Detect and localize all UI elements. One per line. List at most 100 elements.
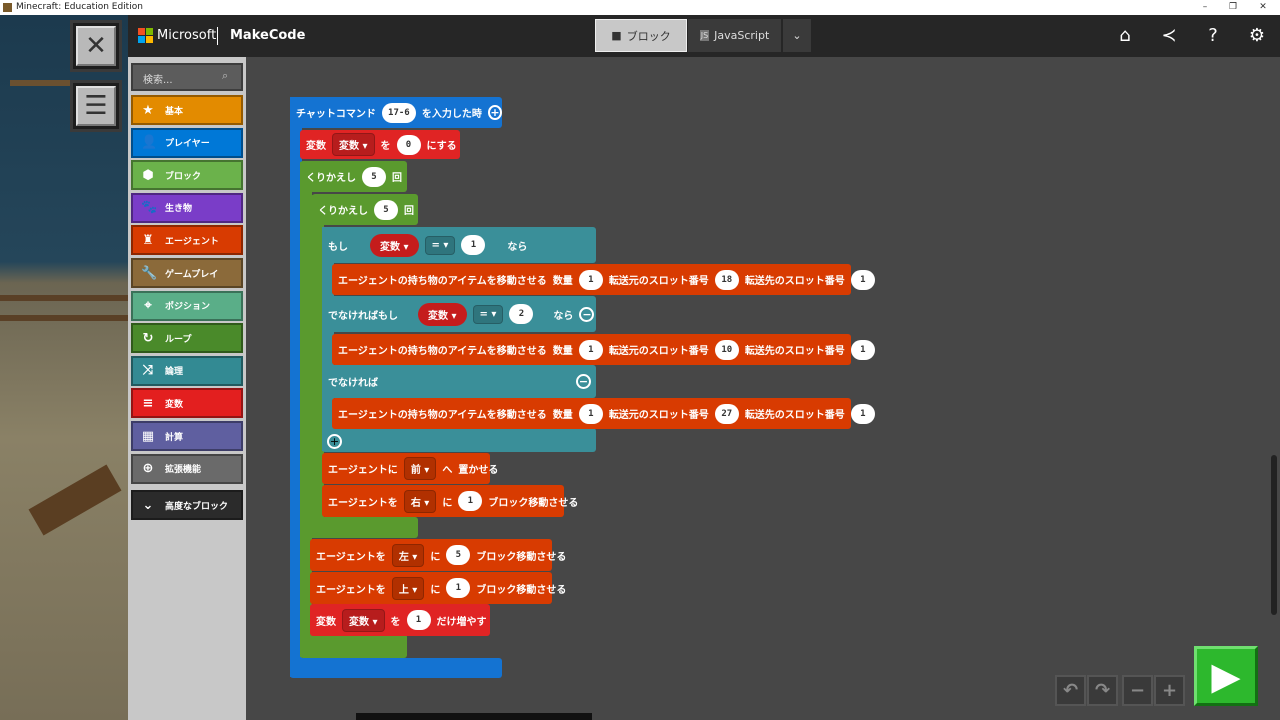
tab-javascript[interactable]: JS JavaScript xyxy=(688,19,781,52)
change-variable-block[interactable]: 変数 変数 ▾ を 1 だけ増やす xyxy=(310,604,490,636)
category-item[interactable]: ★ 基本 xyxy=(131,95,243,125)
else-row[interactable]: でなければ − xyxy=(322,365,596,398)
agent-transfer-block[interactable]: エージェントの持ち物のアイテムを移動させる 数量 1 転送元のスロット番号 10 転送先の… xyxy=(332,334,875,365)
source-slot-input[interactable]: 10 xyxy=(714,339,739,360)
direction-dropdown[interactable]: 上 ▾ xyxy=(391,576,425,600)
block-label: チャットコマンド xyxy=(296,109,376,120)
language-dropdown[interactable]: ⌄ xyxy=(783,19,811,52)
operator-dropdown[interactable]: = ▾ xyxy=(424,235,456,255)
agent-move-block[interactable]: エージェントを左 ▾ に 5 ブロック移動させる xyxy=(310,539,566,571)
category-item[interactable]: ⌖ ポジション xyxy=(131,290,243,321)
set-variable-block[interactable]: 変数 変数 ▾ を 0 にする xyxy=(300,130,460,159)
horizontal-scrollbar[interactable] xyxy=(356,713,592,720)
category-item[interactable]: ↻ ループ xyxy=(131,323,243,354)
category-item[interactable]: 👤 プレイヤー xyxy=(131,127,243,158)
block-label: エージェントに xyxy=(328,465,398,476)
workspace-scrollbar[interactable] xyxy=(1271,455,1277,615)
undo-button[interactable]: ↶ xyxy=(1055,675,1086,706)
dest-slot-input[interactable]: 1 xyxy=(850,339,875,360)
close-code-button[interactable]: ✕ xyxy=(70,20,122,72)
category-item[interactable]: ≡ 変数 xyxy=(131,388,243,419)
redo-button[interactable]: ↷ xyxy=(1087,675,1118,706)
divider xyxy=(217,27,218,45)
category-item[interactable]: ⤨ 論理 xyxy=(131,355,243,386)
category-item[interactable]: ⊕ 拡張機能 xyxy=(131,453,243,484)
value-input[interactable]: 1 xyxy=(406,610,431,630)
value-input[interactable]: 2 xyxy=(509,304,534,324)
quantity-input[interactable]: 1 xyxy=(578,403,603,424)
help-icon[interactable]: ? xyxy=(1208,25,1218,46)
agent-move-block[interactable]: エージェントを上 ▾ に 1 ブロック移動させる xyxy=(310,572,566,604)
run-button[interactable]: ▶ xyxy=(1194,646,1258,706)
source-slot-input[interactable]: 18 xyxy=(714,269,739,290)
remove-else-if-icon[interactable]: − xyxy=(579,306,595,322)
direction-dropdown[interactable]: 左 ▾ xyxy=(391,543,425,567)
home-icon[interactable]: ⌂ xyxy=(1119,25,1131,46)
command-input[interactable]: 17-6 xyxy=(381,102,416,123)
minimize-button[interactable]: – xyxy=(1202,2,1208,12)
search-icon[interactable]: ⌕ xyxy=(222,69,229,82)
agent-place-block[interactable]: エージェントに 前 ▾ へ 置かせる xyxy=(322,453,498,484)
block-label: 数量 xyxy=(552,410,573,421)
game-background xyxy=(0,15,128,720)
category-item[interactable]: ♜ エージェント xyxy=(131,225,243,256)
zoom-out-button[interactable]: − xyxy=(1122,675,1153,706)
quantity-input[interactable]: 1 xyxy=(578,339,603,360)
distance-input[interactable]: 1 xyxy=(446,578,471,598)
value-input[interactable]: 0 xyxy=(396,134,421,155)
direction-dropdown[interactable]: 前 ▾ xyxy=(403,457,437,480)
count-input[interactable]: 5 xyxy=(374,199,398,220)
category-icon: ⌖ xyxy=(144,298,152,314)
block-label: ブロック移動させる xyxy=(476,584,567,596)
chat-command-block[interactable]: チャットコマンド 17-6 を入力した時 + xyxy=(290,97,502,128)
menu-button[interactable]: ☰ xyxy=(70,80,122,132)
block-label: 転送先のスロット番号 xyxy=(744,346,845,357)
category-item[interactable]: ⌄ 高度なブロック xyxy=(131,490,243,521)
agent-transfer-block[interactable]: エージェントの持ち物のアイテムを移動させる 数量 1 転送元のスロット番号 27 転送先の… xyxy=(332,398,875,429)
variable-dropdown[interactable]: 変数 ▾ xyxy=(342,608,385,632)
category-item[interactable]: 🔧 ゲームプレイ xyxy=(131,258,243,288)
quantity-input[interactable]: 1 xyxy=(578,269,603,290)
distance-input[interactable]: 1 xyxy=(458,491,483,511)
agent-transfer-block[interactable]: エージェントの持ち物のアイテムを移動させる 数量 1 転送元のスロット番号 18 転送先の… xyxy=(332,264,875,295)
if-block[interactable]: もし 変数 ▾ = ▾ 1 なら xyxy=(322,227,596,263)
operator-dropdown[interactable]: = ▾ xyxy=(472,304,504,324)
tab-blocks[interactable]: ■ ブロック xyxy=(595,19,687,52)
category-icon: ⌄ xyxy=(142,497,154,513)
repeat-inner-bottom xyxy=(312,517,418,538)
category-item[interactable]: ▦ 計算 xyxy=(131,421,243,451)
block-label: 数量 xyxy=(552,276,573,287)
zoom-in-button[interactable]: + xyxy=(1154,675,1185,706)
variable-dropdown[interactable]: 変数 ▾ xyxy=(418,302,467,326)
dest-slot-input[interactable]: 1 xyxy=(850,269,875,290)
dest-slot-input[interactable]: 1 xyxy=(850,403,875,424)
category-item[interactable]: ⬢ ブロック xyxy=(131,160,243,191)
share-icon[interactable]: ≺ xyxy=(1161,25,1177,46)
settings-gear-icon[interactable]: ⚙ xyxy=(1248,25,1266,46)
variable-dropdown[interactable]: 変数 ▾ xyxy=(332,133,375,156)
category-item[interactable]: 🐾 生き物 xyxy=(131,192,243,223)
repeat-body xyxy=(300,162,312,657)
distance-input[interactable]: 5 xyxy=(446,545,471,565)
search-input[interactable]: 検索... xyxy=(131,63,243,91)
agent-move-block[interactable]: エージェントを右 ▾ に 1 ブロック移動させる xyxy=(322,485,578,517)
count-input[interactable]: 5 xyxy=(362,166,386,187)
add-else-icon[interactable]: + xyxy=(327,434,342,449)
variable-dropdown[interactable]: 変数 ▾ xyxy=(370,233,419,257)
block-label: へ xyxy=(442,465,453,476)
repeat-inner-block[interactable]: くりかえし 5 回 xyxy=(312,194,418,225)
repeat-block[interactable]: くりかえし 5 回 xyxy=(300,161,407,192)
close-window-button[interactable]: ✕ xyxy=(1259,2,1267,12)
direction-dropdown[interactable]: 右 ▾ xyxy=(403,489,437,513)
remove-else-icon[interactable]: − xyxy=(576,374,591,389)
value-input[interactable]: 1 xyxy=(461,235,486,255)
category-icon: ⤨ xyxy=(142,363,154,379)
source-slot-input[interactable]: 27 xyxy=(714,403,739,424)
brand-name: Microsoft xyxy=(157,28,217,43)
block-label: 転送先のスロット番号 xyxy=(744,410,845,421)
block-label: を xyxy=(380,141,391,152)
add-parameter-icon[interactable]: + xyxy=(487,105,502,120)
restore-button[interactable]: ❐ xyxy=(1228,2,1238,12)
toolbox: 検索... ⌕ ★ 基本 👤 プレイヤー ⬢ ブロック 🐾 生き物 ♜ エージェント 🔧 ゲームプレイ… xyxy=(128,57,246,720)
else-if-row[interactable]: でなければもし 変数 ▾ = ▾ 2 なら − xyxy=(322,296,596,332)
